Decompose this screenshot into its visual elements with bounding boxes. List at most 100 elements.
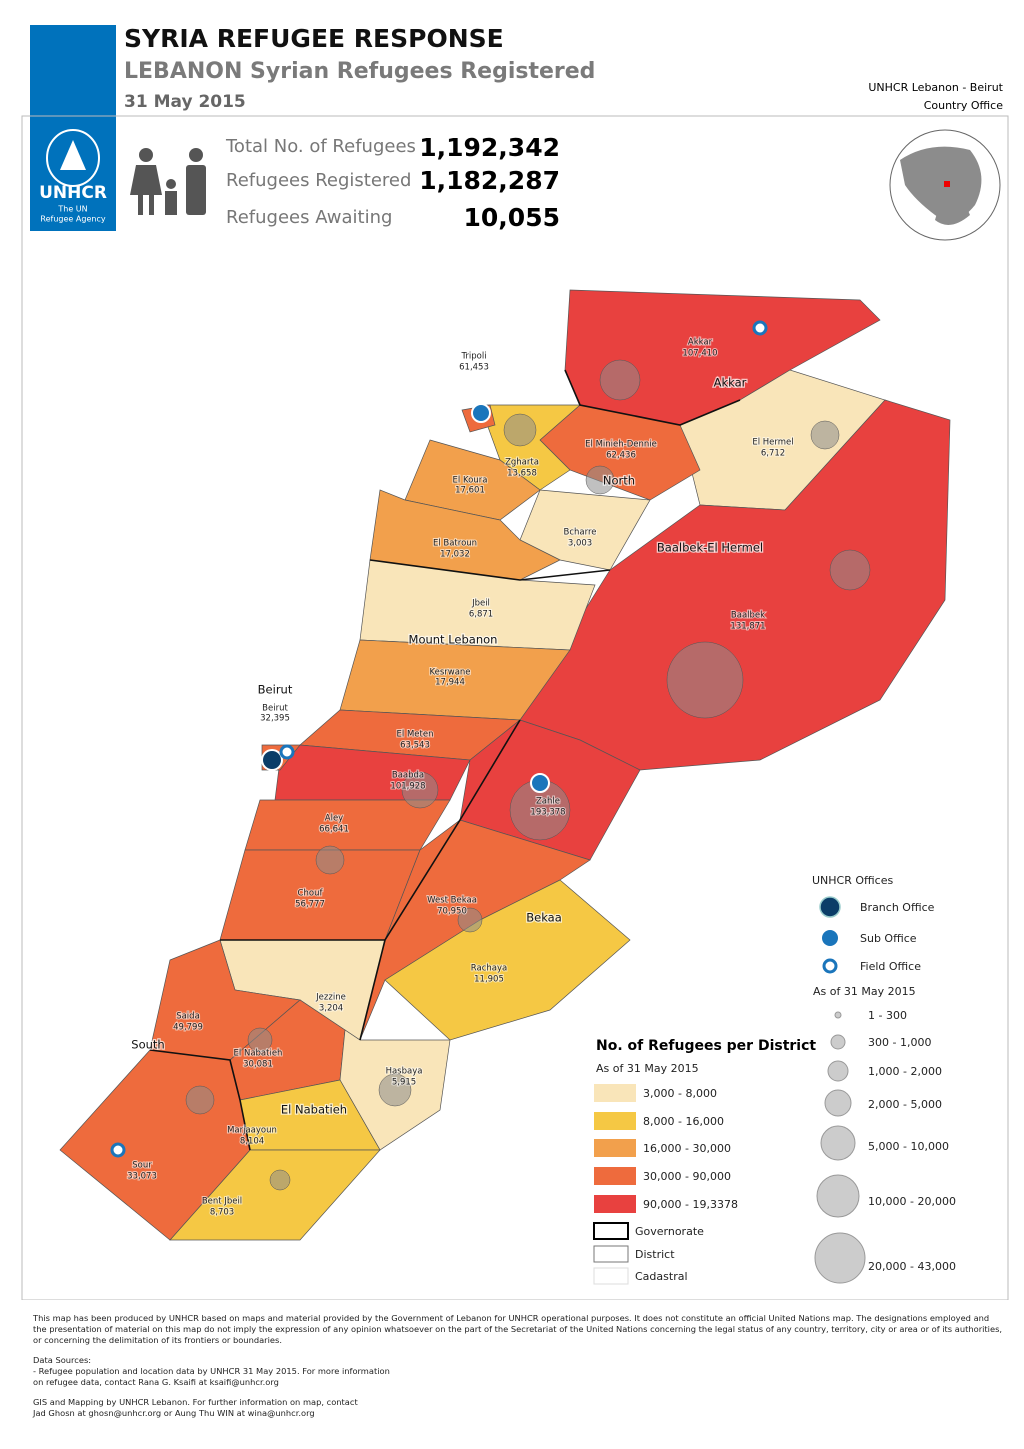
map [59,289,951,1241]
district-label: 193,378 [530,808,565,818]
stat-label: Refugees Registered [226,170,411,191]
district-label: 131,871 [730,622,765,632]
bubble [378,1073,412,1107]
shape [130,165,162,215]
bubble [752,320,768,336]
gis-credit: Jad Ghosn at ghosn@unhcr.org or Aung Thu… [33,1408,315,1418]
bubbles [185,359,871,1191]
bubble [530,773,550,793]
legend-label: As of 31 May 2015 [813,985,916,998]
bubble [261,749,283,771]
bubble [829,549,871,591]
district-label: 6,871 [469,610,493,620]
district-label: 5,915 [392,1078,416,1088]
frame [21,115,1009,1300]
bubble [279,744,295,760]
governorate-lines [149,369,741,1151]
bubble [810,420,840,450]
legend-swatch [593,1267,629,1285]
district-label: 66,641 [319,825,349,835]
district-label: Jezzine [315,993,346,1003]
district-label: Baalbek [731,611,765,621]
size-legend [814,1011,866,1284]
bubble [816,1174,860,1218]
bubble [830,1034,846,1050]
legend-icon [819,896,841,918]
district-label: Bent Jbeil [202,1197,242,1207]
district-label: West Bekaa [427,896,477,906]
logo-box [30,25,116,231]
map-sheet: UNHCR The UN Refugee Agency SYRIA REFUGE… [21,24,1009,1300]
legend-label: District [635,1248,675,1261]
bubble [269,1169,291,1191]
bubble [834,1011,842,1019]
bubble [166,179,176,189]
district-label: 3,204 [319,1004,343,1014]
office: Country Office [924,99,1004,112]
district-label: Bcharre [564,528,597,538]
governorate-label: Bekaa [526,911,562,925]
district-label: Hasbaya [386,1067,423,1077]
governorate-label: Baalbek-El Hermel [657,541,763,555]
shape [369,559,611,581]
district-label: 33,073 [127,1172,157,1182]
governorate-label: North [603,474,635,488]
legend-swatch [594,1167,636,1185]
legend-swatch [593,1245,629,1263]
district-label: Akkar [688,338,713,348]
district-label: 101,928 [390,782,425,792]
district-label: 30,081 [243,1060,273,1070]
people-icon [130,148,206,215]
legend-swatch [594,1084,636,1102]
district-label: El Nabatieh [234,1049,283,1059]
bubble [247,1027,273,1053]
legend-label: 3,000 - 8,000 [643,1087,717,1100]
title: SYRIA REFUGEE RESPONSE [124,24,504,53]
legend-label: Cadastral [635,1270,688,1283]
district-label: Rachaya [471,964,507,974]
district-label: Baabda [392,771,424,781]
district-label: 8,703 [210,1208,234,1218]
district-label: Jbeil [471,599,490,609]
governorate-label: Mount Lebanon [409,633,498,647]
legend-label: Sub Office [860,932,917,945]
district-label: El Meten [397,730,434,740]
district-label: 61,453 [459,363,489,373]
legend-label: 8,000 - 16,000 [643,1115,724,1128]
district-label: Zahle [536,797,560,807]
logo-text: Refugee Agency [40,215,105,224]
district-label: 17,944 [435,678,465,688]
district-label: 62,436 [606,451,636,461]
shape [564,369,741,426]
bubble [471,403,491,423]
office: UNHCR Lebanon - Beirut [868,81,1003,94]
shape [935,186,970,225]
district-label: Saida [176,1012,200,1022]
district-label: 6,712 [761,449,785,459]
date: 31 May 2015 [124,92,246,112]
district-label: El Minieh-Dennie [585,440,657,450]
district-label: 56,777 [295,900,325,910]
legend-icon [822,930,838,946]
district-label: Chouf [298,889,324,899]
shape [186,165,206,215]
bubble [401,771,439,809]
governorate-label: South [131,1038,164,1052]
stat-label: Total No. of Refugees [225,136,416,157]
bubble [110,1142,126,1158]
governorate-label: Akkar [714,376,747,390]
legend-label: 5,000 - 10,000 [868,1140,949,1153]
legend-label: 1,000 - 2,000 [868,1065,942,1078]
legend-swatch [594,1195,636,1213]
sources: on refugee data, contact Rana G. Ksaifi … [33,1377,279,1387]
logo-text: UNHCR [39,183,107,203]
bubble [827,1060,849,1082]
legend-label: 10,000 - 20,000 [868,1195,956,1208]
bubble [824,1089,852,1117]
legend-swatch [594,1112,636,1130]
legend-label: Governorate [635,1225,704,1238]
legend-label: Field Office [860,960,921,973]
district-label: Aley [325,814,343,824]
stat-value: 1,192,342 [419,133,560,162]
sources-title: Data Sources: [33,1355,92,1365]
